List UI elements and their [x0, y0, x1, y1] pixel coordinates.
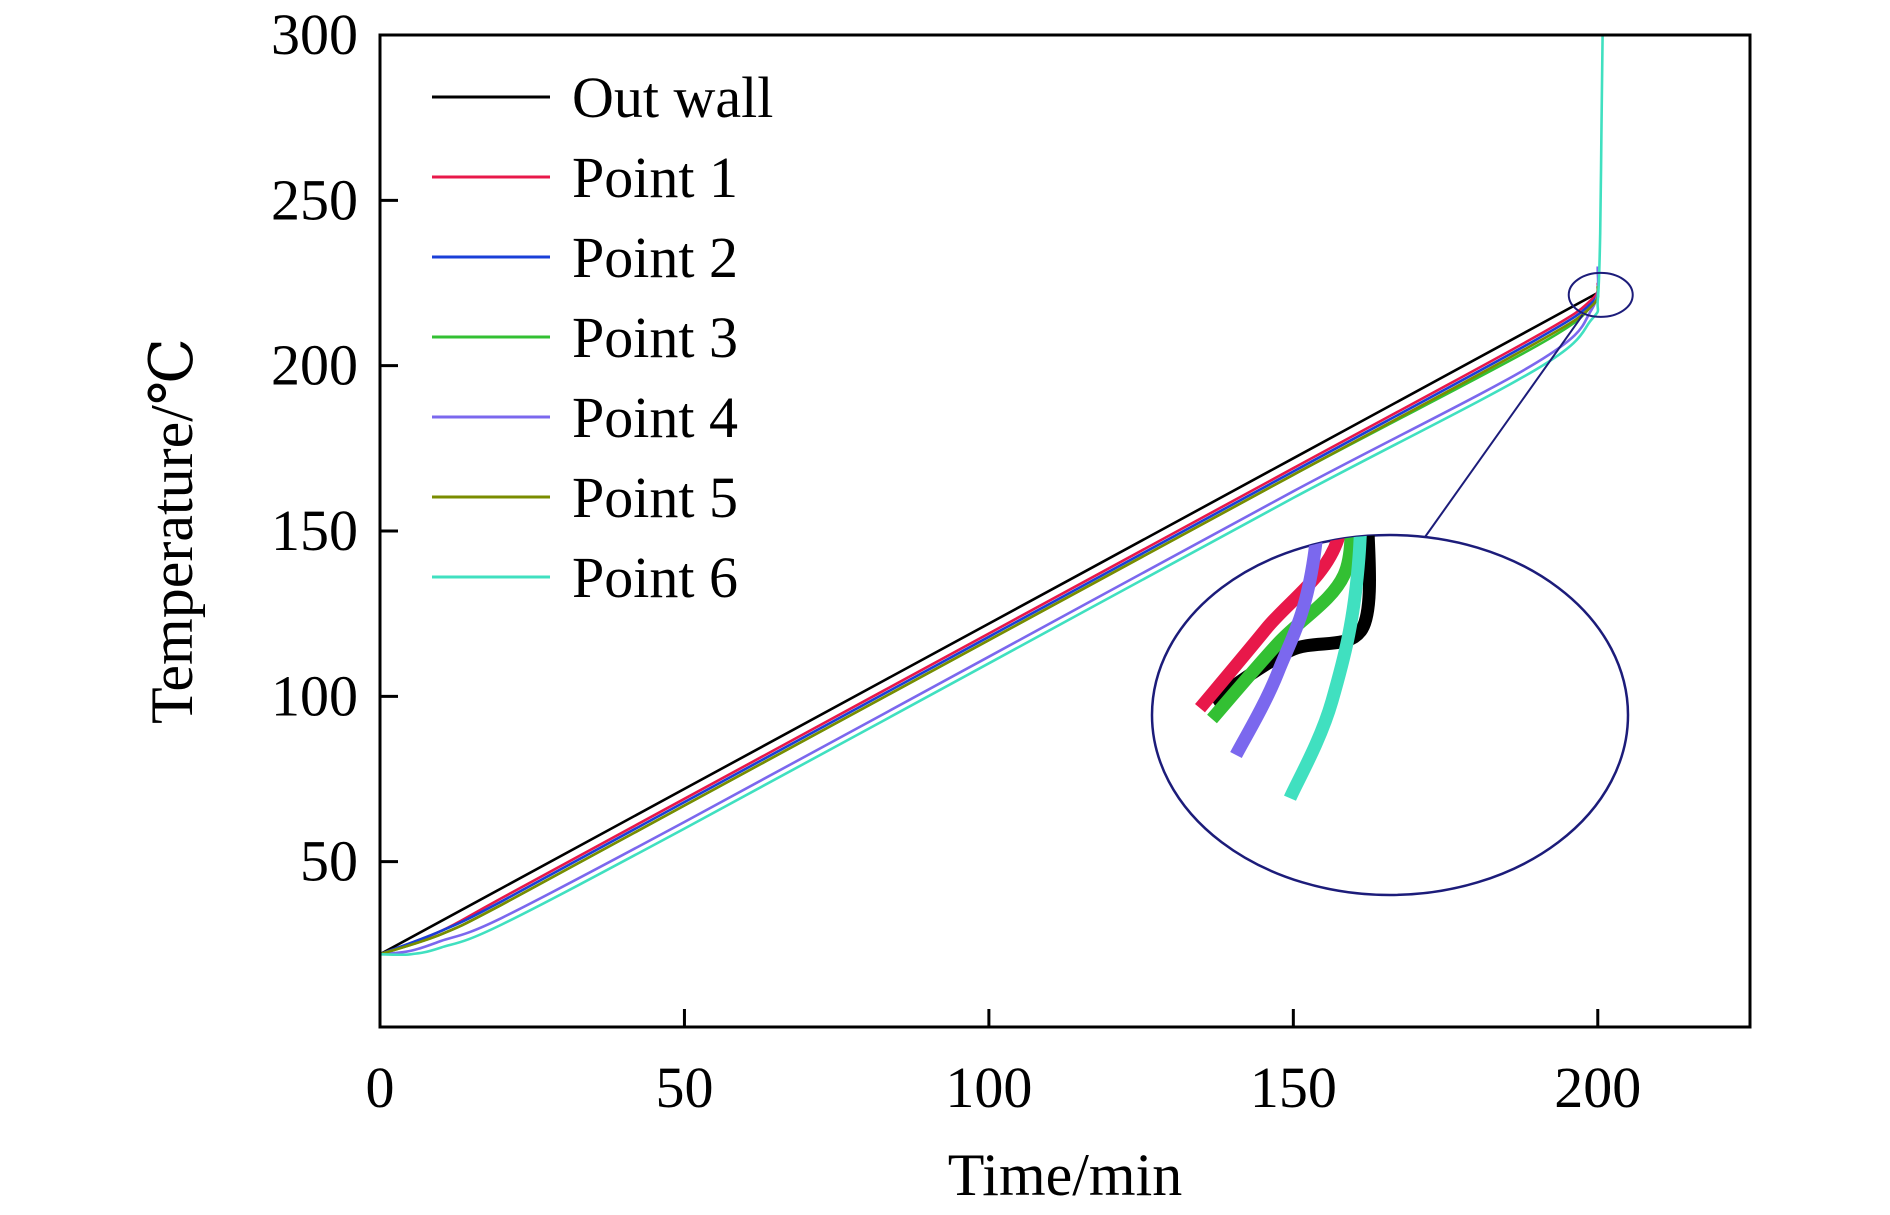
legend-label-point-1: Point 1 [572, 145, 738, 210]
legend-label-point-2: Point 2 [572, 225, 738, 290]
y-axis: 50 100 150 200 250 300 [271, 2, 398, 894]
legend-label-point-3: Point 3 [572, 305, 738, 370]
zoom-line-point-6 [1284, 535, 1369, 801]
x-tick-label-100: 100 [945, 1055, 1032, 1120]
series-line-point-1 [380, 282, 1600, 956]
x-tick-label-200: 200 [1554, 1055, 1641, 1120]
legend-label-point-4: Point 4 [572, 385, 738, 450]
y-tick-label-300: 300 [271, 2, 358, 67]
y-tick-label-50: 50 [300, 829, 358, 894]
y-tick-label-250: 250 [271, 167, 358, 232]
series-layer [380, 35, 1604, 957]
x-axis-title: Time/min [948, 1142, 1183, 1208]
x-axis: 0 50 100 150 200 [366, 1009, 1641, 1120]
series-line-point-6 [380, 35, 1604, 957]
x-tick-label-0: 0 [366, 1055, 395, 1120]
series-line-point-5 [380, 285, 1600, 956]
zoom-line-point-4 [1230, 535, 1339, 758]
zoom-inset [1150, 271, 1634, 897]
legend-label-point-5: Point 5 [572, 465, 738, 530]
legend-label-out-wall: Out wall [572, 65, 773, 130]
series-line-point-2 [380, 285, 1600, 956]
y-tick-label-150: 150 [271, 498, 358, 563]
x-tick-label-150: 150 [1250, 1055, 1337, 1120]
y-tick-label-100: 100 [271, 663, 358, 728]
zoom-inset-curves [1195, 535, 1377, 801]
legend-label-point-6: Point 6 [572, 545, 738, 610]
y-tick-label-200: 200 [271, 333, 358, 398]
legend: Out wall Point 1 Point 2 Point 3 Point 4 Poin… [432, 65, 773, 610]
x-tick-label-50: 50 [655, 1055, 713, 1120]
y-axis-title: Temperature/℃ [139, 338, 205, 724]
series-line-point-4 [380, 266, 1600, 956]
zoom-line-point-3 [1207, 535, 1358, 724]
zoom-region-ring [1567, 271, 1634, 318]
zoom-connector-line [1424, 314, 1584, 538]
series-line-out-wall [380, 291, 1599, 956]
